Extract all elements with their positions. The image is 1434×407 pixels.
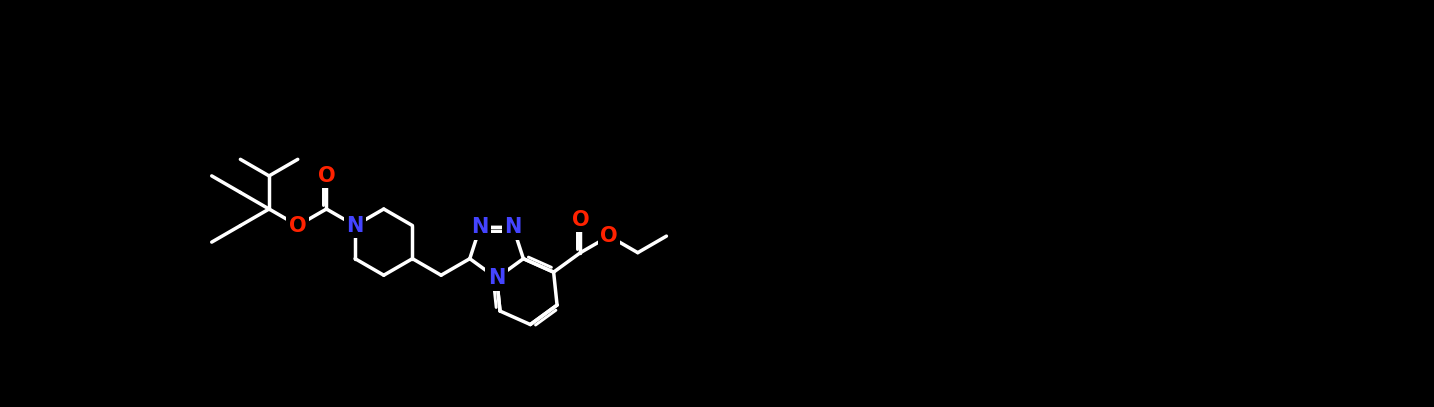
Text: O: O [288,216,307,236]
Text: N: N [472,217,489,237]
Text: N: N [347,216,364,236]
Text: O: O [572,210,589,230]
Text: O: O [601,226,618,246]
Text: N: N [488,268,505,288]
Text: N: N [505,217,522,237]
Text: O: O [317,166,336,186]
